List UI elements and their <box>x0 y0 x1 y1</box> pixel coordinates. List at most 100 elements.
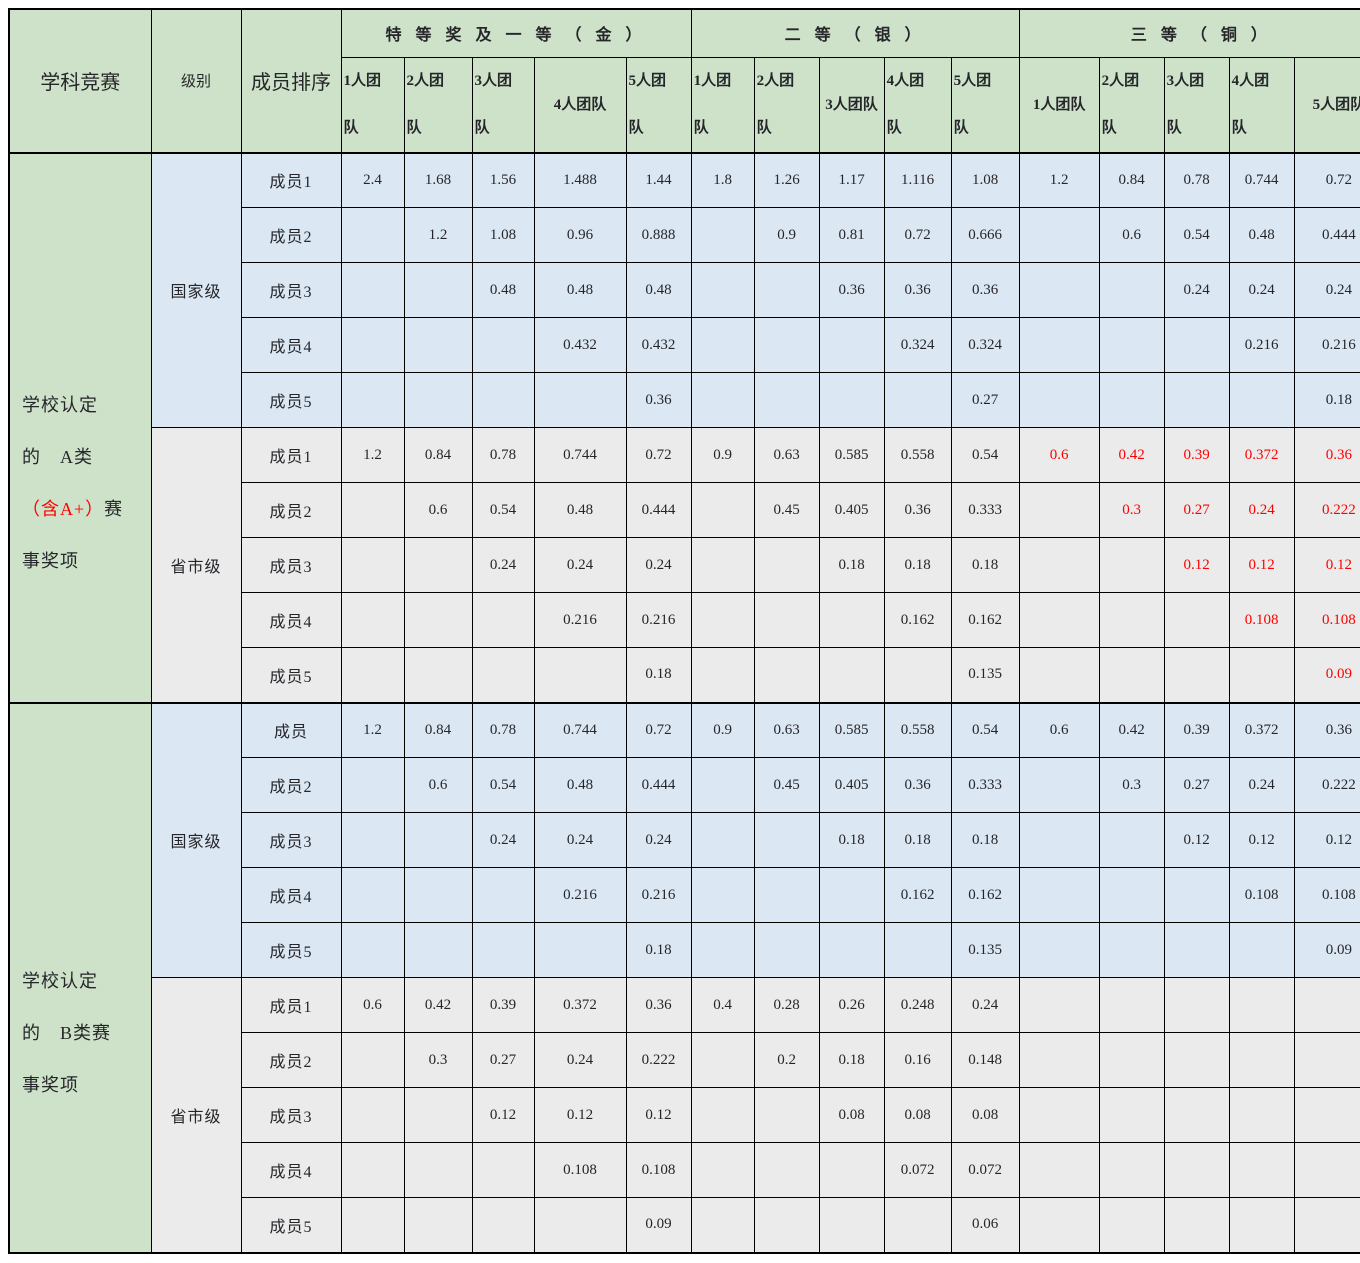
member-cell: 成员5 <box>240 647 342 703</box>
value-cell: 0.72 <box>883 207 952 263</box>
value-cell: 1.2 <box>1018 152 1100 208</box>
value-cell: 0.36 <box>883 482 952 538</box>
value-cell: 1.68 <box>403 152 473 208</box>
value-cell <box>533 922 627 978</box>
value-cell <box>753 372 820 428</box>
value-cell: 0.108 <box>625 1142 692 1198</box>
table-row: 省市级 成员1 0.6 0.42 0.39 0.372 0.36 0.4 0.28 0.26 0.2… <box>9 977 1360 1253</box>
value-cell: 0.48 <box>533 757 627 813</box>
value-cell <box>403 1142 473 1198</box>
table-row: 成员5 0.18 0.135 0.09 <box>9 647 1360 703</box>
value-cell <box>1098 262 1165 318</box>
value-cell: 0.84 <box>1098 152 1165 208</box>
value-cell: 1.116 <box>883 152 952 208</box>
member-cell: 成员2 <box>240 482 342 538</box>
value-cell: 0.162 <box>883 867 952 923</box>
value-cell <box>1163 592 1230 648</box>
value-cell <box>753 1087 820 1143</box>
value-cell: 0.558 <box>883 427 952 483</box>
value-cell <box>1228 1087 1295 1143</box>
value-cell <box>1018 1142 1100 1198</box>
value-cell <box>1098 1032 1165 1088</box>
value-cell: 0.108 <box>533 1142 627 1198</box>
value-cell: 0.18 <box>625 922 692 978</box>
value-cell <box>1018 537 1100 593</box>
value-cell <box>690 812 755 868</box>
subcol-header-group2-team5: 5人团 队 <box>950 56 1020 154</box>
value-cell: 0.42 <box>1098 701 1165 758</box>
value-cell: 0.216 <box>1228 317 1295 373</box>
member-cell: 成员1 <box>240 427 342 483</box>
value-cell <box>340 1197 405 1253</box>
value-cell <box>753 262 820 318</box>
header-level: 级别 <box>150 8 242 154</box>
value-cell <box>1098 317 1165 373</box>
value-cell <box>403 262 473 318</box>
value-cell: 0.9 <box>753 207 820 263</box>
value-cell: 0.36 <box>818 262 885 318</box>
value-cell: 0.444 <box>625 757 692 813</box>
value-cell: 0.09 <box>625 1197 692 1253</box>
value-cell <box>753 812 820 868</box>
value-cell: 0.12 <box>471 1087 535 1143</box>
value-cell: 0.432 <box>625 317 692 373</box>
value-cell: 0.78 <box>1163 152 1230 208</box>
value-cell: 0.16 <box>883 1032 952 1088</box>
value-cell: 0.24 <box>471 812 535 868</box>
subcol-header-group3-team2: 2人团 队 <box>1098 56 1165 154</box>
value-cell: 0.39 <box>1163 701 1230 758</box>
value-cell: 0.3 <box>1098 757 1165 813</box>
value-cell <box>753 922 820 978</box>
header-subject-competition: 学科竞赛 <box>8 8 152 154</box>
value-cell <box>1228 922 1295 978</box>
value-cell <box>1098 1142 1165 1198</box>
table-row: 成员2 0.3 0.27 0.24 0.222 0.2 0.18 0.16 0.148 <box>9 1032 1360 1088</box>
value-cell: 0.84 <box>403 427 473 483</box>
category-label: 学校认定的 A类 （含A+）赛 事奖项 <box>22 394 124 571</box>
value-cell <box>1018 1087 1100 1143</box>
level-cell: 国家级 <box>150 701 242 978</box>
value-cell <box>753 647 820 703</box>
value-cell <box>1018 867 1100 923</box>
value-cell: 0.135 <box>950 922 1020 978</box>
value-cell: 0.12 <box>1163 537 1230 593</box>
value-cell: 0.09 <box>1293 647 1360 703</box>
value-cell <box>690 1197 755 1253</box>
member-cell: 成员2 <box>240 207 342 263</box>
value-cell <box>690 922 755 978</box>
member-cell: 成员4 <box>240 317 342 373</box>
value-cell: 0.108 <box>1228 867 1295 923</box>
value-cell <box>690 537 755 593</box>
value-cell <box>818 647 885 703</box>
value-cell <box>883 647 952 703</box>
member-cell: 成员3 <box>240 262 342 318</box>
value-cell <box>1228 1032 1295 1088</box>
subcol-header-group3-team3: 3人团 队 <box>1163 56 1230 154</box>
value-cell: 0.63 <box>753 427 820 483</box>
value-cell: 0.24 <box>533 537 627 593</box>
value-cell: 0.27 <box>1163 482 1230 538</box>
value-cell <box>403 537 473 593</box>
value-cell <box>533 647 627 703</box>
member-cell: 成员5 <box>240 922 342 978</box>
value-cell: 0.72 <box>625 427 692 483</box>
value-cell <box>340 1142 405 1198</box>
value-cell: 0.222 <box>1293 482 1360 538</box>
value-cell <box>690 592 755 648</box>
value-cell: 0.84 <box>403 701 473 758</box>
header-group-bronze: 三 等 （ 铜 ） <box>1018 8 1360 58</box>
member-cell: 成员5 <box>240 372 342 428</box>
value-cell: 0.12 <box>1228 812 1295 868</box>
value-cell <box>690 482 755 538</box>
header-row-team-sizes: 1人团 队 2人团 队 3人团 队 4人团队 5人团 队 1人团 队 2人团 队 3人团队 4人… <box>9 56 1360 154</box>
value-cell <box>1018 317 1100 373</box>
value-cell: 0.744 <box>1228 152 1295 208</box>
table-row: 成员4 0.216 0.216 0.162 0.162 0.108 0.108 <box>9 867 1360 923</box>
value-cell <box>403 1197 473 1253</box>
table-row: 成员3 0.24 0.24 0.24 0.18 0.18 0.18 0.12 0.12 0.12 <box>9 812 1360 868</box>
value-cell <box>403 922 473 978</box>
value-cell: 0.36 <box>1293 701 1360 758</box>
value-cell: 0.08 <box>818 1087 885 1143</box>
subcol-header-group3-team5: 5人团队 <box>1293 56 1360 154</box>
value-cell: 0.72 <box>1293 152 1360 208</box>
